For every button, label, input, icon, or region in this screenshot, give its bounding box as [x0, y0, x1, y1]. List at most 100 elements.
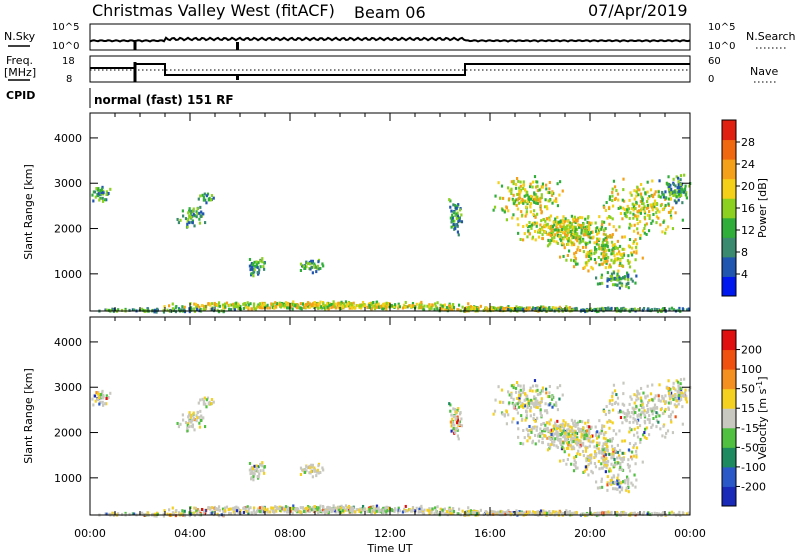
velocity-cell [452, 426, 455, 430]
velocity-cell [534, 442, 537, 446]
velocity-cell [252, 475, 255, 479]
velocity-cell [581, 512, 584, 516]
velocity-cell [554, 437, 557, 441]
power-cell [583, 229, 586, 233]
velocity-cell [644, 427, 647, 431]
velocity-cell [259, 469, 262, 473]
velocity-cell [415, 506, 418, 510]
velocity-cell [646, 417, 649, 421]
velocity-cell [671, 394, 674, 398]
velocity-cell [681, 511, 684, 515]
velocity-cell [317, 471, 320, 475]
velocity-cell [584, 449, 588, 453]
power-cell [669, 214, 673, 218]
velocity-cell [600, 511, 603, 515]
freq-tick-bottom: 8 [66, 74, 72, 85]
velocity-cell [593, 462, 597, 466]
power-cell [616, 272, 619, 276]
velocity-cell [210, 398, 214, 402]
power-cell [661, 230, 664, 234]
velocity-cell [505, 410, 509, 414]
velocity-cell [627, 479, 630, 483]
power-cell [548, 306, 551, 310]
velocity-cell [648, 421, 651, 425]
power-cell [518, 192, 521, 196]
velocity-cell [317, 506, 320, 510]
velocity-cell [572, 512, 575, 516]
power-cell [575, 306, 578, 310]
power-cell [646, 180, 649, 184]
velocity-cell [605, 464, 608, 468]
colorbar-tick-label: 28 [741, 136, 755, 149]
power-cell [389, 304, 392, 308]
power-cell [273, 306, 276, 310]
power-cell [382, 302, 385, 306]
power-cell [543, 230, 547, 234]
colorbar-tick-label: -15 [741, 422, 759, 435]
velocity-cell [490, 511, 493, 515]
power-cell [344, 304, 347, 308]
velocity-cell [632, 454, 636, 458]
velocity-cell [600, 480, 603, 484]
velocity-cell [352, 509, 355, 513]
power-cell [663, 205, 666, 209]
velocity-cell [661, 396, 664, 400]
power-cell [544, 219, 547, 223]
colorbar-swatch [722, 217, 736, 238]
power-cell [507, 308, 510, 312]
power-cell [601, 253, 605, 257]
velocity-cell [430, 510, 433, 514]
power-cell [609, 233, 612, 237]
velocity-cell [377, 508, 380, 512]
power-cell [552, 230, 555, 234]
velocity-cell [603, 432, 606, 436]
power-cell [550, 193, 554, 197]
power-cell [445, 307, 448, 311]
velocity-cell [666, 429, 670, 433]
velocity-cell [377, 509, 381, 513]
nsearch-tick-bottom: 10^0 [708, 41, 735, 52]
power-cell [675, 175, 678, 179]
power-cell [670, 216, 673, 220]
power-cell [662, 307, 665, 311]
power-cell [673, 193, 677, 197]
power-cell [295, 305, 298, 309]
velocity-cell [216, 512, 219, 516]
velocity-cell [582, 454, 585, 458]
velocity-cell [587, 439, 590, 443]
velocity-cell [553, 432, 556, 436]
power-cell [526, 190, 529, 194]
velocity-cell [610, 510, 613, 514]
velocity-cell [553, 439, 556, 443]
power-cell [597, 231, 600, 235]
velocity-cell [625, 412, 629, 416]
power-cell [420, 306, 423, 310]
power-cell [345, 304, 349, 308]
power-cell [633, 307, 636, 311]
power-cell [680, 193, 683, 197]
velocity-cell [624, 512, 627, 516]
velocity-cell [628, 442, 632, 446]
power-cell [528, 220, 531, 224]
power-cell [564, 217, 567, 221]
power-cell [547, 232, 550, 236]
power-cell [593, 241, 596, 245]
velocity-cell [370, 511, 373, 515]
power-cell [553, 228, 556, 232]
velocity-cell [568, 425, 572, 429]
velocity-cell [428, 507, 431, 511]
power-cell [519, 200, 523, 204]
power-cell [187, 217, 190, 221]
power-cell [191, 219, 195, 223]
power-cell [512, 182, 515, 186]
velocity-cell [348, 506, 351, 510]
power-cell [677, 176, 680, 180]
power-cell [548, 216, 551, 220]
velocity-cell [553, 403, 556, 407]
velocity-cell [247, 511, 250, 515]
velocity-cell [657, 398, 660, 402]
power-cell [340, 300, 343, 304]
velocity-cell [361, 504, 365, 508]
velocity-cell [586, 464, 589, 468]
power-cell [631, 279, 634, 283]
